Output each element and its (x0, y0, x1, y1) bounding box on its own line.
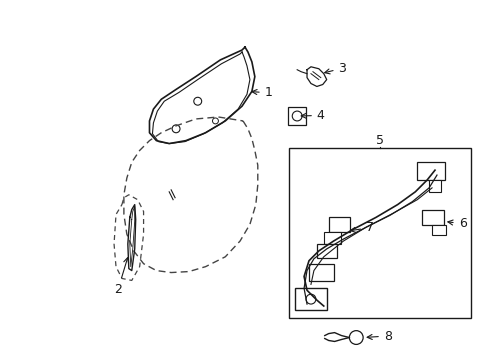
Bar (288, 107, 305, 125)
Text: 1: 1 (251, 86, 272, 99)
Bar (431, 225, 445, 235)
Text: 6: 6 (447, 217, 466, 230)
Text: 5: 5 (375, 134, 383, 147)
Bar (289, 148, 470, 318)
Text: 8: 8 (366, 329, 391, 342)
Text: 4: 4 (301, 109, 324, 122)
Bar (308, 264, 333, 282)
Bar (421, 210, 443, 225)
Bar (416, 162, 444, 180)
Bar (316, 244, 336, 258)
Bar (428, 180, 440, 192)
Text: 3: 3 (324, 62, 346, 75)
Bar (328, 217, 349, 232)
Text: 7: 7 (350, 221, 373, 234)
Bar (323, 232, 341, 244)
Bar (295, 288, 326, 310)
Text: 2: 2 (114, 258, 128, 296)
